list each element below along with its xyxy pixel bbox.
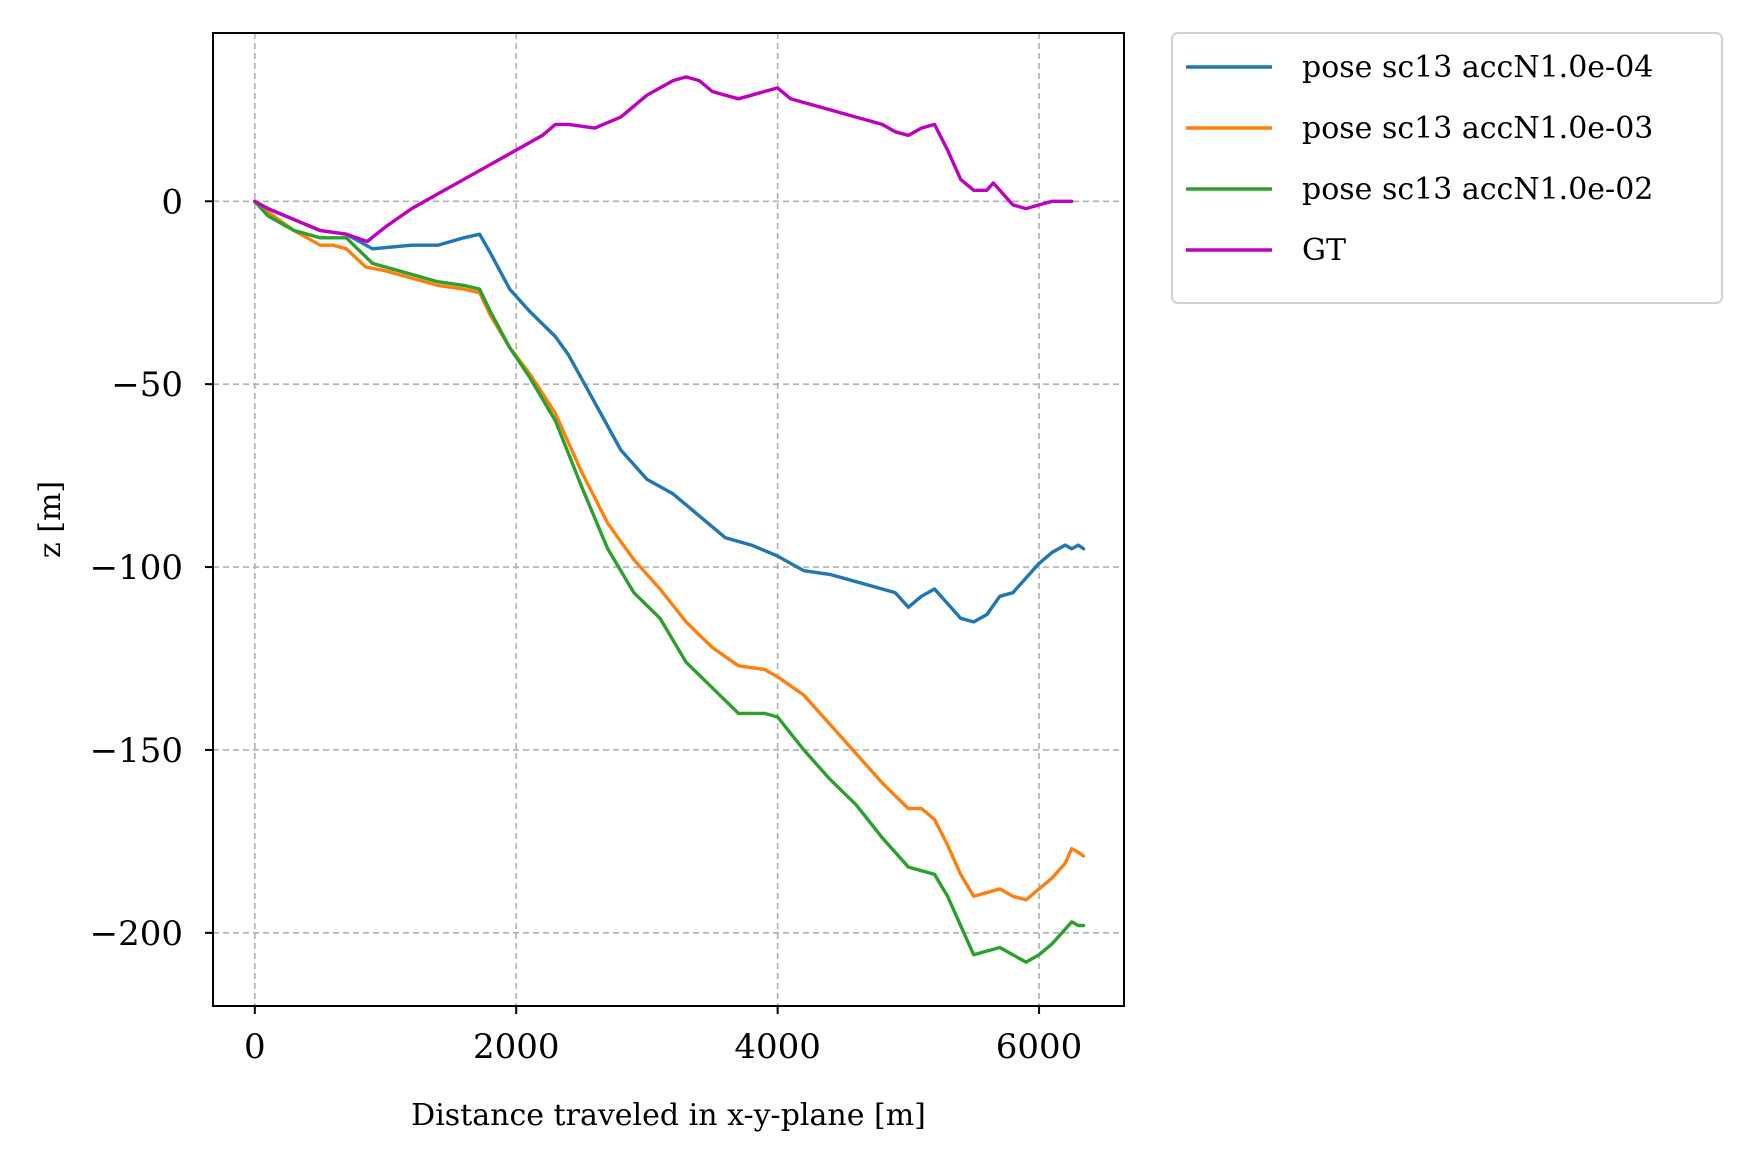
y-tick-label: −50 <box>111 365 183 405</box>
y-tick-label: 0 <box>161 182 183 222</box>
axis-ticks: 0 2000 4000 6000 0 −50 −100 −150 −200 <box>90 182 1083 1067</box>
y-tick-label: −200 <box>90 914 183 954</box>
legend-box <box>1171 32 1723 304</box>
grid <box>213 33 1124 1006</box>
legend: pose sc13 accN1.0e-04 pose sc13 accN1.0e-… <box>1171 32 1723 304</box>
legend-label: GT <box>1302 233 1346 268</box>
x-axis-label: Distance traveled in x-y-plane [m] <box>411 1098 926 1133</box>
series-line-0 <box>253 199 1086 624</box>
legend-label: pose sc13 accN1.0e-03 <box>1302 111 1653 146</box>
series-line-1 <box>253 199 1086 902</box>
plot-frame <box>212 32 1125 1007</box>
x-tick-label: 4000 <box>734 1027 821 1067</box>
y-tick-label: −150 <box>90 731 183 771</box>
legend-label: pose sc13 accN1.0e-04 <box>1302 50 1653 85</box>
x-tick-label: 0 <box>244 1027 266 1067</box>
series-lines <box>253 75 1086 964</box>
legend-label: pose sc13 accN1.0e-02 <box>1302 172 1653 207</box>
series-line-3 <box>253 75 1074 244</box>
x-tick-label: 6000 <box>996 1027 1083 1067</box>
y-tick-label: −100 <box>90 548 183 588</box>
series-line-2 <box>253 199 1086 964</box>
y-axis-label: z [m] <box>33 481 68 558</box>
x-tick-label: 2000 <box>473 1027 560 1067</box>
